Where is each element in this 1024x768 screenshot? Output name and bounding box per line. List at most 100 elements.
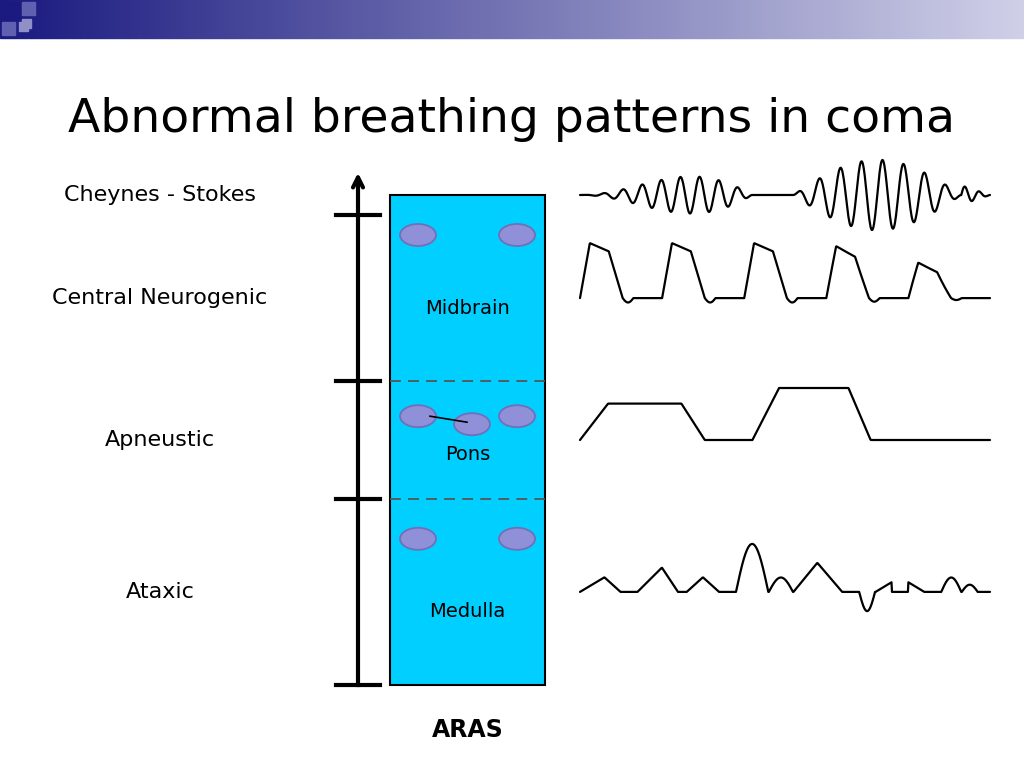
Bar xyxy=(906,0,911,38)
Bar xyxy=(881,0,886,38)
Bar xyxy=(148,0,154,38)
Bar xyxy=(184,0,189,38)
Bar xyxy=(717,0,722,38)
Bar xyxy=(261,0,266,38)
Ellipse shape xyxy=(400,406,436,427)
Bar xyxy=(348,0,353,38)
Bar xyxy=(814,0,819,38)
Bar xyxy=(369,0,374,38)
Bar xyxy=(942,0,947,38)
Bar xyxy=(983,0,988,38)
Ellipse shape xyxy=(499,528,535,550)
Bar xyxy=(1019,0,1024,38)
Bar xyxy=(978,0,983,38)
Text: Apneustic: Apneustic xyxy=(104,430,215,450)
Bar xyxy=(113,0,118,38)
Bar xyxy=(200,0,205,38)
Bar xyxy=(916,0,922,38)
Bar xyxy=(707,0,712,38)
Bar xyxy=(154,0,159,38)
Bar xyxy=(353,0,358,38)
Bar xyxy=(425,0,430,38)
Bar xyxy=(220,0,225,38)
Text: Pons: Pons xyxy=(444,445,490,465)
Bar xyxy=(266,0,271,38)
Bar xyxy=(415,0,420,38)
Bar xyxy=(911,0,916,38)
Bar xyxy=(123,0,128,38)
Bar xyxy=(1009,0,1014,38)
Bar xyxy=(722,0,727,38)
Bar xyxy=(512,0,517,38)
Bar xyxy=(886,0,891,38)
Bar xyxy=(31,0,36,38)
Bar xyxy=(850,0,855,38)
Bar xyxy=(563,0,568,38)
Bar xyxy=(82,0,87,38)
Bar xyxy=(328,0,333,38)
Bar xyxy=(169,0,174,38)
Bar xyxy=(742,0,748,38)
Bar xyxy=(41,0,46,38)
Bar xyxy=(666,0,671,38)
Bar xyxy=(794,0,799,38)
Bar xyxy=(681,0,686,38)
Bar xyxy=(435,0,440,38)
Bar xyxy=(604,0,609,38)
Bar xyxy=(92,0,97,38)
Bar xyxy=(22,18,31,28)
Bar xyxy=(1014,0,1019,38)
Bar xyxy=(901,0,906,38)
Bar xyxy=(630,0,635,38)
Bar xyxy=(399,0,404,38)
Bar xyxy=(589,0,594,38)
Bar xyxy=(727,0,732,38)
Text: Ataxic: Ataxic xyxy=(126,582,195,602)
Bar xyxy=(609,0,614,38)
Bar xyxy=(22,2,35,15)
Ellipse shape xyxy=(400,224,436,246)
Bar xyxy=(573,0,579,38)
Bar xyxy=(133,0,138,38)
Bar xyxy=(420,0,425,38)
Bar xyxy=(763,0,768,38)
Bar xyxy=(205,0,210,38)
Bar xyxy=(77,0,82,38)
Bar xyxy=(620,0,625,38)
Bar xyxy=(768,0,773,38)
Bar xyxy=(2,2,20,20)
Bar xyxy=(773,0,778,38)
Bar xyxy=(947,0,952,38)
Bar xyxy=(558,0,563,38)
Bar xyxy=(963,0,968,38)
Bar xyxy=(271,0,276,38)
Bar xyxy=(594,0,599,38)
Bar xyxy=(691,0,696,38)
Bar xyxy=(870,0,876,38)
Bar xyxy=(1004,0,1009,38)
Bar xyxy=(507,0,512,38)
Bar xyxy=(138,0,143,38)
Bar xyxy=(323,0,328,38)
Bar xyxy=(195,0,200,38)
Bar xyxy=(824,0,829,38)
Bar xyxy=(809,0,814,38)
Bar xyxy=(952,0,957,38)
Bar xyxy=(640,0,645,38)
Bar xyxy=(18,22,28,31)
Bar xyxy=(660,0,666,38)
Bar xyxy=(676,0,681,38)
Bar xyxy=(430,0,435,38)
Bar xyxy=(553,0,558,38)
Bar xyxy=(993,0,998,38)
Text: Central Neurogenic: Central Neurogenic xyxy=(52,288,267,308)
Bar xyxy=(343,0,348,38)
Bar xyxy=(701,0,707,38)
Bar xyxy=(282,0,287,38)
Bar xyxy=(302,0,307,38)
Bar xyxy=(287,0,292,38)
Bar xyxy=(517,0,522,38)
Bar xyxy=(896,0,901,38)
Bar xyxy=(256,0,261,38)
Bar xyxy=(625,0,630,38)
